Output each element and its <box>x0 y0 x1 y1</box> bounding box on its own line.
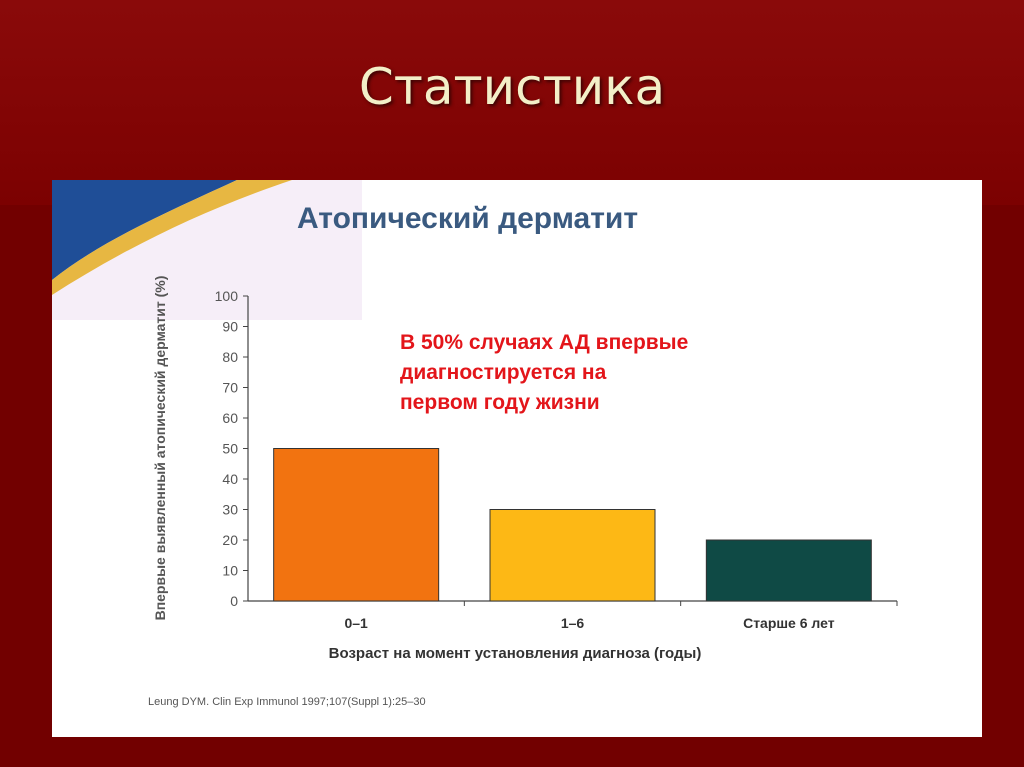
y-tick-label: 60 <box>222 410 238 426</box>
chart-title: Атопический дерматит <box>297 202 638 235</box>
chart-panel: Атопический дерматит В 50% случаях АД вп… <box>52 180 982 737</box>
y-tick-label: 40 <box>222 471 238 487</box>
x-tick-label: 1–6 <box>561 615 585 631</box>
source-citation: Leung DYM. Clin Exp Immunol 1997;107(Sup… <box>148 696 426 708</box>
bar <box>705 539 872 602</box>
y-tick-label: 30 <box>222 502 238 518</box>
y-tick-label: 70 <box>222 380 238 396</box>
y-tick-label: 10 <box>222 563 238 579</box>
corner-blue-shape <box>52 180 237 280</box>
y-tick-label: 20 <box>222 532 238 548</box>
bar <box>489 509 656 602</box>
y-axis-label: Впервые выявленный атопический дерматит … <box>152 276 168 621</box>
slide-title: Статистика <box>358 58 666 116</box>
bar <box>273 448 440 602</box>
chart: Атопический дерматит В 50% случаях АД вп… <box>52 180 898 662</box>
y-tick-label: 80 <box>222 349 238 365</box>
annotation-line-3: первом году жизни <box>400 391 600 414</box>
x-axis-label: Возраст на момент установления диагноза … <box>329 645 702 662</box>
annotation-line-2: диагностируется на <box>400 361 607 384</box>
x-tick-label: Старше 6 лет <box>743 615 835 631</box>
y-tick-label: 50 <box>222 441 238 457</box>
x-tick-label: 0–1 <box>344 615 368 631</box>
annotation-line-1: В 50% случаях АД впервые <box>400 331 688 354</box>
y-tick-label: 0 <box>230 593 238 609</box>
y-tick-label: 100 <box>215 288 239 304</box>
y-tick-label: 90 <box>222 319 238 335</box>
